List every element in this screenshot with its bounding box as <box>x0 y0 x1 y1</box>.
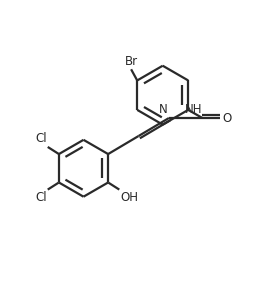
Text: Cl: Cl <box>35 191 47 204</box>
Text: Cl: Cl <box>35 132 47 145</box>
Text: OH: OH <box>120 191 138 204</box>
Text: Br: Br <box>124 55 138 68</box>
Text: N: N <box>159 103 168 116</box>
Text: O: O <box>222 112 231 125</box>
Text: NH: NH <box>184 103 202 116</box>
